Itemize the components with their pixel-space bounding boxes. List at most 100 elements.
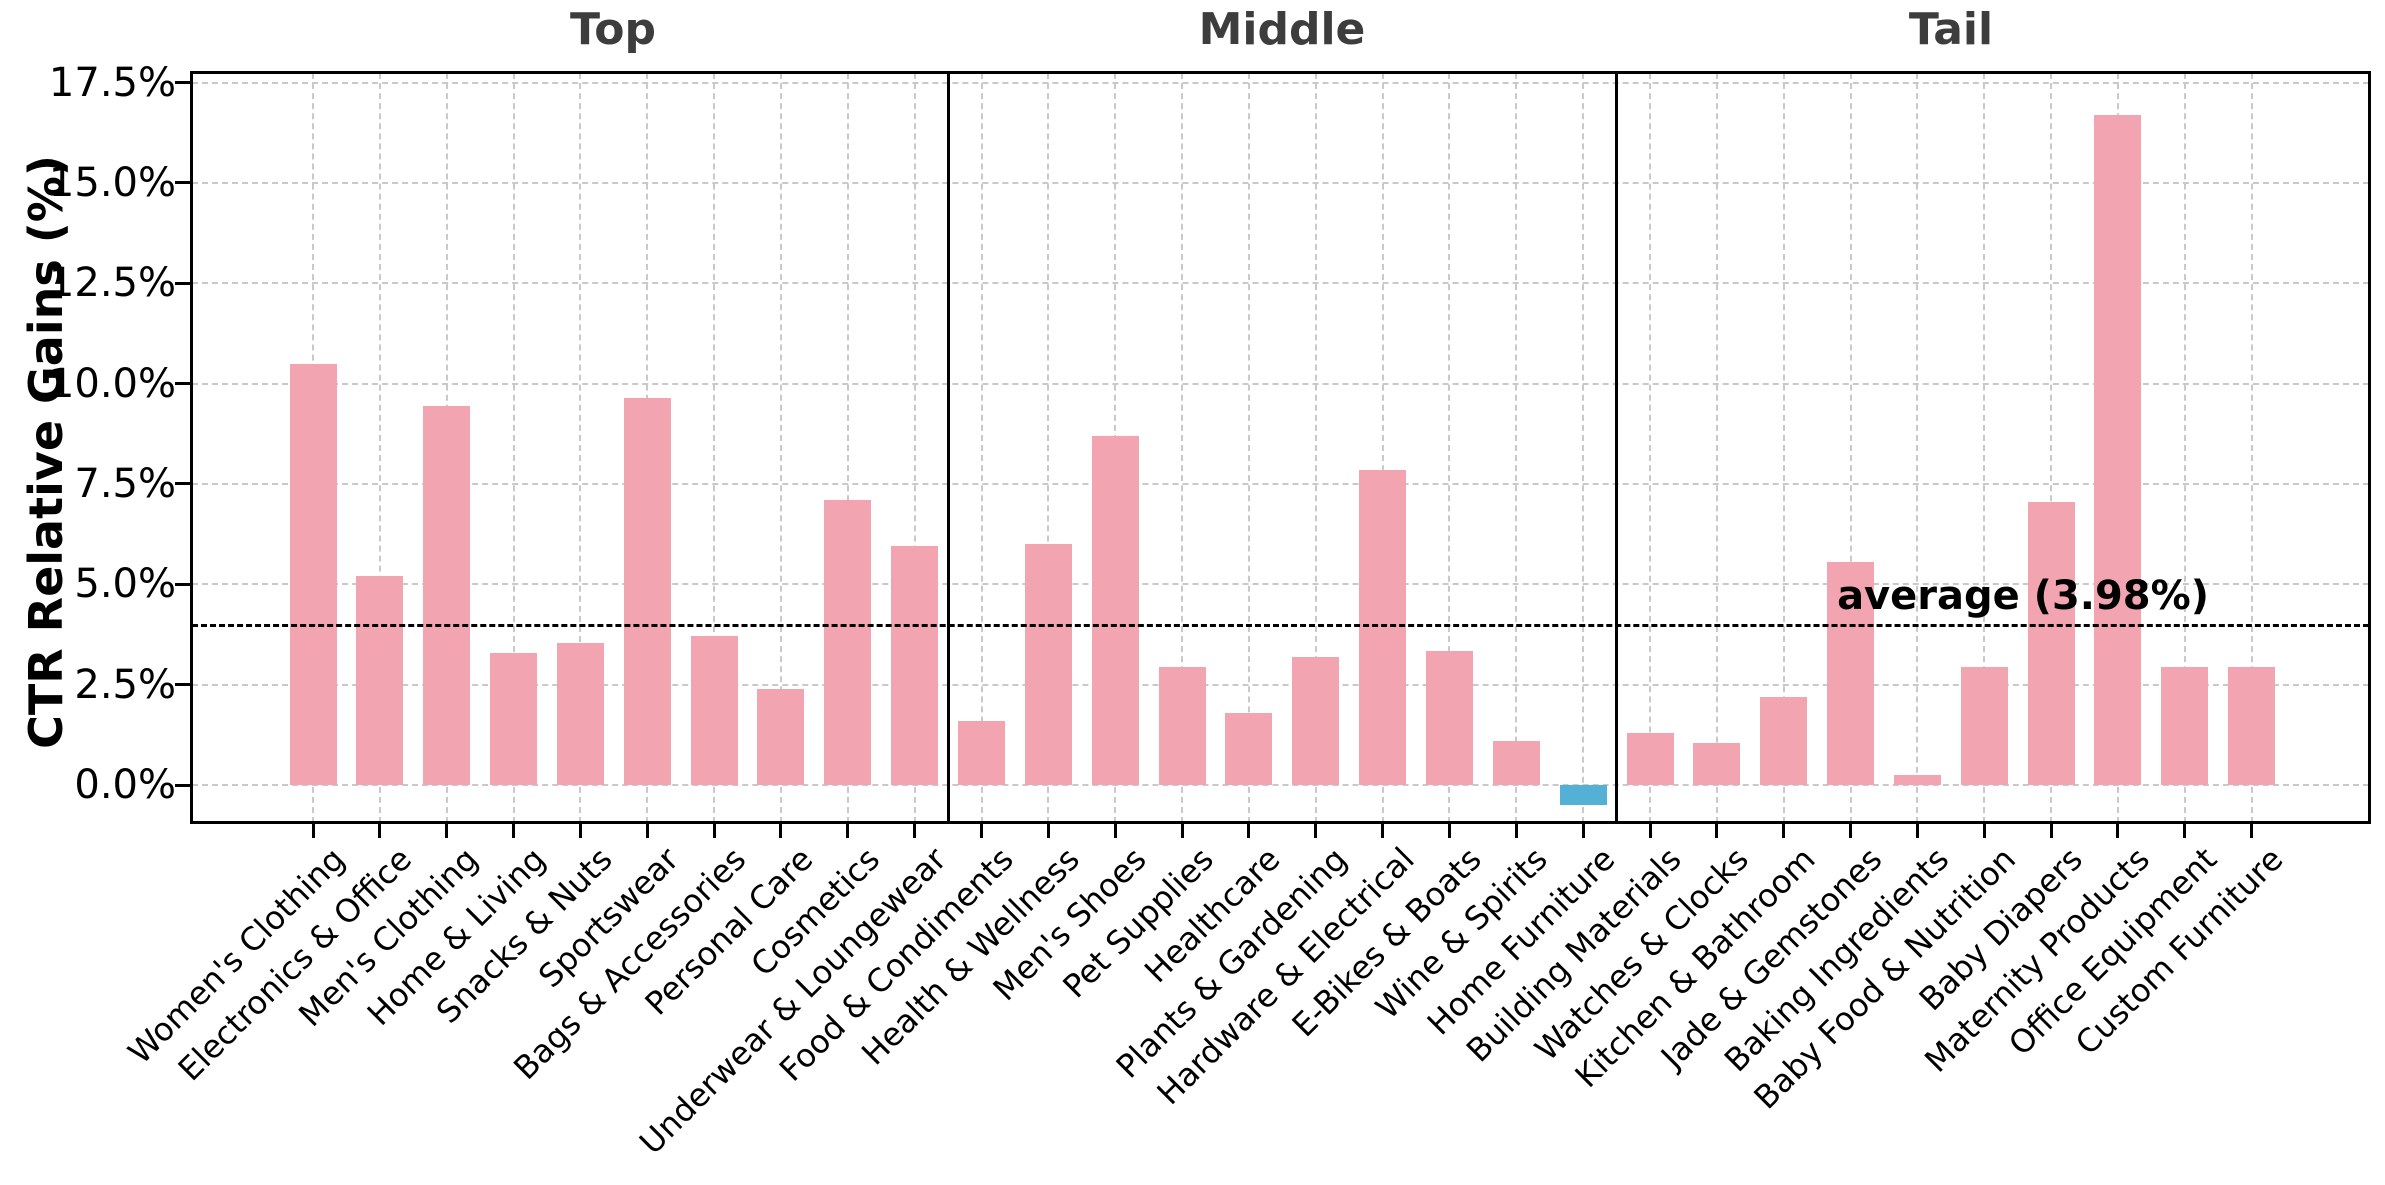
bar	[1158, 666, 1206, 785]
y-tick	[175, 382, 191, 386]
bar	[356, 576, 404, 785]
bar	[623, 397, 671, 785]
y-tick-label: 2.5%	[74, 661, 176, 708]
x-tick	[2116, 824, 2120, 838]
x-tick	[1381, 824, 1385, 838]
h-gridline	[192, 382, 2369, 385]
y-tick-label: 7.5%	[74, 460, 176, 507]
v-gridline	[512, 73, 515, 823]
v-gridline	[1314, 73, 1317, 823]
bar	[1292, 656, 1340, 785]
v-gridline	[1247, 73, 1250, 823]
y-tick	[175, 281, 191, 285]
x-tick	[578, 824, 582, 838]
v-gridline	[2250, 73, 2253, 823]
plot-spine-left	[190, 71, 193, 824]
y-tick-label: 0.0%	[74, 762, 176, 808]
panel-title-top: Top	[570, 4, 656, 55]
bar	[423, 405, 471, 785]
y-tick	[175, 683, 191, 687]
y-tick	[175, 482, 191, 486]
bar	[1760, 696, 1808, 785]
bar	[1024, 544, 1072, 785]
plot-area: average (3.98%)	[192, 73, 2369, 823]
plot-spine-bottom	[190, 821, 2371, 824]
v-gridline	[1715, 73, 1718, 823]
x-tick	[2049, 824, 2053, 838]
v-gridline	[378, 73, 381, 823]
v-gridline	[779, 73, 782, 823]
x-tick	[512, 824, 516, 838]
y-tick-label: 17.5%	[48, 59, 176, 106]
average-line	[192, 623, 2369, 627]
x-tick	[1180, 824, 1184, 838]
x-tick	[2250, 824, 2254, 838]
average-line-label: average (3.98%)	[1837, 573, 2209, 619]
panel-divider	[946, 73, 950, 823]
x-tick	[311, 824, 315, 838]
v-gridline	[2050, 73, 2053, 823]
bar	[2228, 666, 2276, 785]
plot-spine-right	[2368, 71, 2371, 824]
x-tick	[1648, 824, 1652, 838]
y-tick-label: 15.0%	[48, 159, 176, 206]
x-tick	[913, 824, 917, 838]
v-gridline	[1849, 73, 1852, 823]
v-gridline	[913, 73, 916, 823]
bar	[757, 688, 805, 785]
v-gridline	[2183, 73, 2186, 823]
y-tick-label: 5.0%	[74, 561, 176, 608]
x-tick	[2183, 824, 2187, 838]
bar	[1626, 732, 1674, 785]
v-gridline	[1983, 73, 1986, 823]
v-gridline	[713, 73, 716, 823]
x-tick	[846, 824, 850, 838]
bar	[1693, 742, 1741, 785]
bar	[1225, 712, 1273, 785]
y-tick-label: 10.0%	[48, 360, 176, 407]
h-gridline	[192, 784, 2369, 786]
v-gridline	[1381, 73, 1384, 823]
h-gridline	[192, 482, 2369, 485]
x-tick	[1046, 824, 1050, 838]
x-tick	[779, 824, 783, 838]
v-gridline	[1181, 73, 1184, 823]
y-tick	[175, 582, 191, 586]
x-tick	[1715, 824, 1719, 838]
v-gridline	[1582, 73, 1585, 823]
x-tick	[1915, 824, 1919, 838]
x-tick	[1247, 824, 1251, 838]
y-tick	[175, 783, 191, 787]
x-tick	[1982, 824, 1986, 838]
bar	[490, 652, 538, 785]
bar	[1492, 740, 1540, 785]
x-tick	[1581, 824, 1585, 838]
panel-divider	[1615, 73, 1619, 823]
plot-spine-top	[190, 71, 2371, 74]
x-tick	[645, 824, 649, 838]
v-gridline	[980, 73, 983, 823]
y-tick	[175, 81, 191, 85]
x-tick	[1314, 824, 1318, 838]
v-gridline	[1047, 73, 1050, 823]
y-axis-label: CTR Relative Gains (%)	[19, 155, 73, 749]
h-gridline	[192, 583, 2369, 586]
h-gridline	[192, 181, 2369, 184]
y-tick	[175, 181, 191, 185]
panel-title-middle: Middle	[1198, 4, 1366, 55]
bar	[891, 546, 939, 785]
y-tick-label: 12.5%	[48, 260, 176, 307]
bar	[2161, 666, 2209, 785]
x-tick	[712, 824, 716, 838]
bar	[2094, 114, 2142, 785]
bar	[1827, 562, 1875, 785]
v-gridline	[1515, 73, 1518, 823]
bar	[1359, 469, 1407, 785]
x-tick	[980, 824, 983, 838]
v-gridline	[1782, 73, 1785, 823]
h-gridline	[192, 683, 2369, 686]
bar	[289, 363, 337, 785]
x-tick	[1782, 824, 1786, 838]
v-gridline	[1649, 73, 1651, 823]
